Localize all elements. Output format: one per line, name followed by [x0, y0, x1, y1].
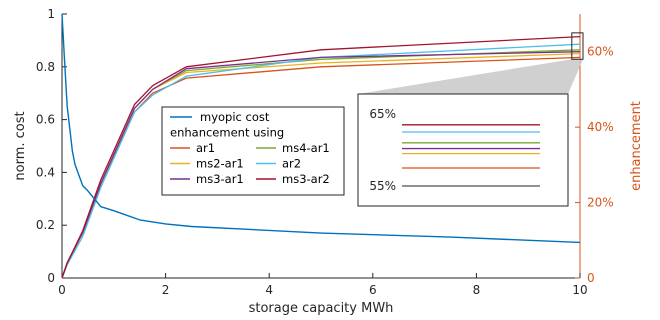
- x-tick-label: 10: [572, 283, 587, 297]
- y-tick-label-left: 0.4: [36, 165, 55, 179]
- y-tick-label-right: 0: [587, 271, 595, 285]
- y-tick-label-right: 40%: [587, 120, 614, 134]
- y-axis-label-left: norm. cost: [13, 111, 28, 180]
- legend-entry-label: ar2: [282, 157, 301, 171]
- y-tick-label-right: 60%: [587, 45, 614, 59]
- zoom-rectangle: [571, 32, 584, 60]
- legend-entry-label: ms3-ar2: [282, 172, 330, 186]
- inset-box: [357, 93, 569, 207]
- legend-box: [161, 106, 345, 196]
- y-tick-label-left: 1: [47, 7, 55, 21]
- y-tick-label-left: 0: [47, 271, 55, 285]
- x-axis-label: storage capacity MWh: [249, 301, 394, 316]
- y-tick-label-left: 0.6: [36, 113, 55, 127]
- inset-plot: 55% 65%: [357, 93, 569, 207]
- y-tick-label-right: 20%: [587, 196, 614, 210]
- legend-entry-label: myopic cost: [200, 110, 270, 124]
- series-layer: [61, 13, 581, 279]
- y-axis-label-right: enhancement: [629, 101, 644, 191]
- x-tick-label: 6: [369, 283, 377, 297]
- legend-entry-label: ms4-ar1: [282, 141, 330, 155]
- y-tick-label-left: 0.2: [36, 218, 55, 232]
- x-tick-label: 0: [58, 283, 66, 297]
- zoom-connector: [358, 59, 583, 94]
- x-tick-label: 2: [162, 283, 170, 297]
- legend-header: enhancement using: [170, 126, 284, 140]
- inset-tick-label: 55%: [369, 179, 396, 193]
- series-line-myopic-cost: [61, 13, 581, 244]
- x-tick-label: 4: [265, 283, 273, 297]
- x-tick-label: 8: [473, 283, 481, 297]
- legend-entry-label: ms2-ar1: [196, 157, 244, 171]
- series-line-ms3-ar2: [61, 35, 581, 279]
- y-tick-label-left: 0.8: [36, 60, 55, 74]
- series-line-ar2: [61, 43, 581, 279]
- inset-tick-label: 65%: [369, 107, 396, 121]
- legend-entry-label: ms3-ar1: [196, 172, 244, 186]
- axis-labels: storage capacity MWh norm. cost enhancemen…: [13, 101, 644, 316]
- zoom-indicator: [358, 32, 584, 94]
- legend-entry-label: ar1: [196, 141, 215, 155]
